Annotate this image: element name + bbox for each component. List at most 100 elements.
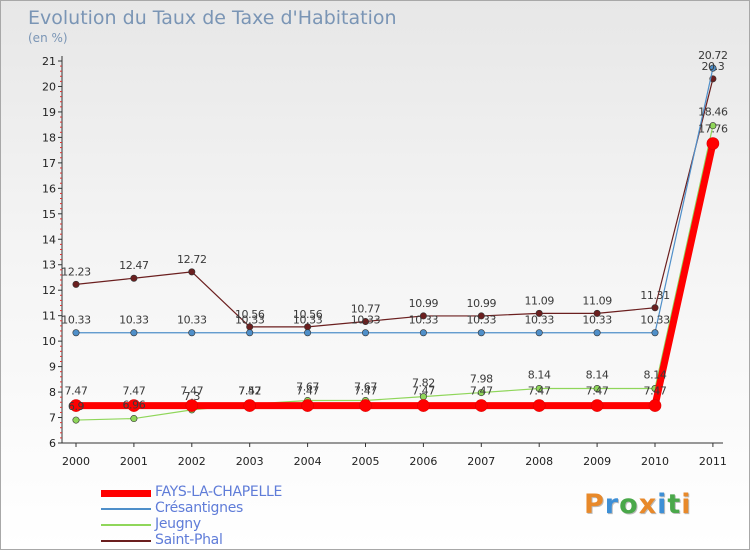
logo-letter: P: [584, 489, 605, 520]
data-label: 7.47: [412, 385, 435, 398]
data-point-cr-santignes: [246, 329, 254, 337]
data-point-saint-phal: [361, 318, 369, 326]
data-label: 7.67: [296, 380, 319, 393]
data-label: 10.33: [524, 314, 554, 327]
data-label: 10.33: [177, 314, 207, 327]
data-label: 20.3: [701, 60, 724, 73]
data-point-saint-phal: [188, 268, 196, 276]
data-point-cr-santignes: [651, 329, 659, 337]
data-label: 10.33: [235, 314, 265, 327]
y-tick-label: 21: [42, 55, 56, 68]
data-label: 8.14: [528, 369, 551, 382]
data-label: 7.47: [528, 385, 551, 398]
logo-letter: o: [619, 489, 639, 520]
data-label: 6.9: [68, 400, 85, 413]
y-tick-label: 16: [42, 182, 56, 195]
data-point-cr-santignes: [535, 329, 543, 337]
data-label: 10.33: [351, 314, 381, 327]
y-tick-label: 11: [42, 310, 56, 323]
data-label: 10.33: [582, 314, 612, 327]
data-point-fays-la-chapelle: [127, 399, 141, 412]
data-label: 10.77: [351, 303, 381, 316]
data-label: 7.47: [122, 385, 145, 398]
data-point-fays-la-chapelle: [590, 399, 604, 412]
series-line-jeugny: [75, 125, 714, 421]
logo-letter: x: [638, 489, 658, 520]
data-label: 10.56: [293, 308, 323, 321]
data-label: 7.47: [586, 385, 609, 398]
y-tick-label: 8: [49, 386, 56, 399]
data-point-jeugny: [72, 416, 80, 424]
data-label: 10.33: [293, 314, 323, 327]
data-label: 7.47: [65, 385, 88, 398]
logo-letter: i: [681, 489, 692, 520]
legend-label: Jeugny: [155, 516, 201, 532]
x-tick-label: 2010: [641, 455, 669, 468]
legend-swatch: [101, 508, 151, 510]
data-point-saint-phal: [130, 274, 138, 282]
chart-title: Evolution du Taux de Taxe d'Habitation: [28, 7, 397, 29]
legend-swatch: [101, 490, 151, 497]
data-label: 12.47: [119, 259, 149, 272]
series-layer: [69, 64, 720, 424]
y-tick-label: 7: [49, 412, 56, 425]
data-point-cr-santignes: [130, 329, 138, 337]
logo-letter: t: [667, 489, 682, 520]
data-label: 6.96: [122, 399, 145, 412]
data-label: 18.46: [698, 106, 728, 119]
data-point-cr-santignes: [361, 329, 369, 337]
y-tick-label: 12: [42, 284, 56, 297]
x-tick-label: 2002: [178, 455, 206, 468]
data-point-saint-phal: [419, 312, 427, 320]
data-point-saint-phal: [477, 312, 485, 320]
data-point-cr-santignes: [188, 329, 196, 337]
x-tick-label: 2007: [467, 455, 495, 468]
data-point-cr-santignes: [419, 329, 427, 337]
data-point-fays-la-chapelle: [532, 399, 546, 412]
data-point-fays-la-chapelle: [474, 399, 488, 412]
data-label: 10.33: [467, 314, 497, 327]
data-label: 7.47: [354, 385, 377, 398]
y-tick-label: 18: [42, 131, 56, 144]
data-point-cr-santignes: [72, 329, 80, 337]
x-tick-label: 2009: [583, 455, 611, 468]
chart-subtitle: (en %): [28, 31, 68, 45]
data-label: 12.23: [61, 265, 91, 278]
data-point-cr-santignes: [304, 329, 312, 337]
data-label: 11.09: [582, 294, 612, 307]
x-tick-label: 2008: [525, 455, 553, 468]
data-label: 8.14: [586, 369, 609, 382]
data-point-fays-la-chapelle: [417, 399, 430, 412]
data-label: 7.67: [354, 380, 377, 393]
data-label: 12.72: [177, 253, 207, 266]
data-point-fays-la-chapelle: [185, 399, 199, 412]
data-label: 17.76: [698, 123, 728, 136]
x-tick-label: 2011: [699, 455, 727, 468]
y-tick-label: 13: [42, 259, 56, 272]
data-point-jeugny: [477, 389, 485, 397]
data-point-jeugny: [130, 415, 138, 423]
data-point-fays-la-chapelle: [69, 399, 83, 412]
data-label: 10.99: [467, 297, 497, 310]
data-label: 7.98: [470, 373, 493, 386]
legend-label: Crésantignes: [155, 500, 244, 516]
proxiti-logo: Proxiti: [584, 489, 692, 520]
data-point-cr-santignes: [709, 64, 717, 72]
y-tick-label: 10: [42, 335, 56, 348]
data-label: 10.99: [409, 297, 439, 310]
x-tick-label: 2003: [236, 455, 264, 468]
data-label: 7.3: [184, 390, 201, 403]
data-label: 20.72: [698, 49, 728, 62]
y-tick-label: 9: [49, 361, 56, 374]
legend-swatch: [101, 540, 151, 542]
x-tick-label: 2000: [62, 455, 90, 468]
data-point-fays-la-chapelle: [706, 137, 720, 150]
data-point-fays-la-chapelle: [648, 399, 662, 412]
logo-letter: r: [604, 489, 620, 520]
legend-label: Saint-Phal: [155, 532, 223, 548]
data-label: 10.33: [119, 314, 149, 327]
x-tick-label: 2005: [352, 455, 380, 468]
legend-label: FAYS-LA-CHAPELLE: [155, 484, 283, 500]
